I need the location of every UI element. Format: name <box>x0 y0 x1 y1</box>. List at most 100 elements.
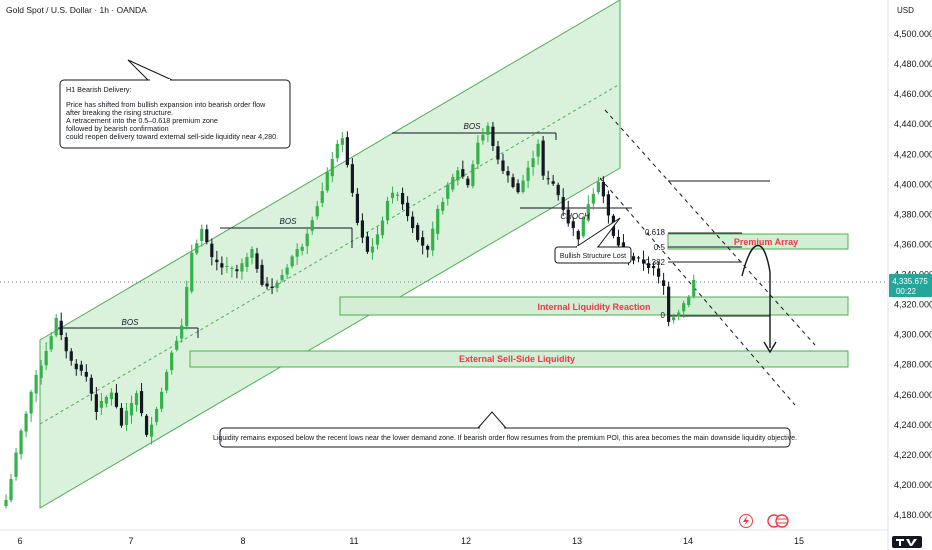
candle-body <box>466 178 470 186</box>
structure-lost-label: Bullish Structure Lost <box>560 253 626 260</box>
candle-body <box>496 146 500 160</box>
bearish-note-line-4: after breaking the rising structure. <box>66 108 173 117</box>
bearish-note-line-6: followed by bearish confirmation <box>66 124 169 133</box>
x-tick-label: 13 <box>572 536 582 546</box>
projection-path <box>741 244 771 348</box>
candle-body <box>576 231 580 240</box>
candle-body <box>99 400 103 408</box>
candle-body <box>446 184 450 199</box>
internal-liquidity-zone <box>339 296 849 316</box>
y-tick-label: 4,380.000 <box>894 209 932 219</box>
candle-body <box>64 337 68 352</box>
candle-body <box>591 193 595 204</box>
candle-body <box>692 279 696 297</box>
candle-body <box>74 363 78 370</box>
liquidity-note-text: Liquidity remains exposed below the rece… <box>213 435 797 442</box>
candle-body <box>421 237 425 246</box>
candle-body <box>300 246 304 251</box>
candle-body <box>250 249 254 258</box>
candle-body <box>426 245 430 250</box>
bearish-note-line-1: H1 Bearish Delivery: <box>66 85 132 94</box>
candle-body <box>355 193 359 223</box>
candle-body <box>165 371 169 391</box>
candle-body <box>180 325 184 339</box>
y-tick-label: 4,200.000 <box>894 480 932 490</box>
current-price-tag <box>889 274 932 297</box>
candle-body <box>601 181 605 197</box>
bos-label-3: BOS <box>464 122 482 131</box>
candle-body <box>511 177 515 187</box>
candle-body <box>406 202 410 217</box>
candle-body <box>185 286 189 327</box>
candle-body <box>561 197 565 210</box>
candle-body <box>636 257 641 259</box>
us-flag-icon-2[interactable] <box>775 514 789 528</box>
x-tick-label: 7 <box>128 536 133 546</box>
candle-body <box>616 236 621 246</box>
choch-label: CHOCH <box>560 212 590 221</box>
fib-05-label: 0.5 <box>654 243 666 252</box>
x-tick-label: 6 <box>17 536 22 546</box>
candle-body <box>44 350 48 366</box>
candle-body <box>79 364 83 371</box>
candle-body <box>651 265 656 269</box>
y-tick-label: 4,440.000 <box>894 119 932 129</box>
candle-body <box>260 264 264 285</box>
candle-body <box>536 143 540 157</box>
candle-body <box>385 200 390 221</box>
candle-body <box>14 452 18 478</box>
candle-body <box>481 134 485 141</box>
candle-body <box>170 352 174 371</box>
candle-body <box>646 263 651 268</box>
candle-body <box>682 303 686 312</box>
y-tick-label: 4,500.000 <box>894 29 932 39</box>
candle-body <box>134 393 139 405</box>
y-tick-label: 4,420.000 <box>894 149 932 159</box>
candle-body <box>275 282 279 289</box>
tradingview-logo[interactable] <box>892 536 922 548</box>
bos-label-2: BOS <box>280 217 298 226</box>
candle-body <box>19 430 23 455</box>
candle-body <box>677 312 681 317</box>
x-tick-label: 15 <box>794 536 804 546</box>
symbol-title[interactable]: Gold Spot / U.S. Dollar · 1h · OANDA <box>6 5 147 15</box>
candle-body <box>54 317 58 336</box>
candle-body <box>486 125 490 135</box>
candle-body <box>451 177 455 190</box>
candle-body <box>49 336 53 350</box>
candle-body <box>395 194 400 196</box>
candle-body <box>566 209 570 224</box>
candle-body <box>491 126 495 146</box>
external-liquidity-zone <box>189 350 849 368</box>
candle-body <box>606 194 610 216</box>
candle-body <box>220 263 224 268</box>
currency-label[interactable]: USD <box>897 6 914 15</box>
candle-body <box>9 478 13 501</box>
economic-event-icons[interactable] <box>739 514 789 528</box>
bearish-note-line-7: could reopen delivery toward external se… <box>66 132 278 141</box>
candle-body <box>461 169 465 177</box>
candle-body <box>657 268 661 277</box>
candle-body <box>129 402 134 416</box>
bar-countdown: 00:22 <box>896 287 917 296</box>
candle-body <box>160 391 164 409</box>
candle-body <box>551 181 555 184</box>
x-tick-label: 11 <box>349 536 358 546</box>
x-ticks: 6 7 8 11 12 13 14 15 <box>17 536 804 546</box>
candle-body <box>124 410 129 426</box>
candle-body <box>556 184 560 196</box>
candle-body <box>350 164 354 193</box>
candle-body <box>190 252 194 292</box>
candle-body <box>4 500 8 507</box>
current-price-value: 4,335.675 <box>892 277 928 286</box>
candle-body <box>34 374 38 394</box>
candle-body <box>531 158 535 168</box>
bearish-note-line-5: A retracement into the 0.5–0.618 premium… <box>66 116 218 125</box>
candle-body <box>245 257 249 268</box>
candle-body <box>24 413 28 432</box>
candle-body <box>200 228 204 241</box>
candle-body <box>330 158 334 177</box>
fib-618-label: 0.618 <box>645 228 666 237</box>
candle-body <box>109 392 114 400</box>
